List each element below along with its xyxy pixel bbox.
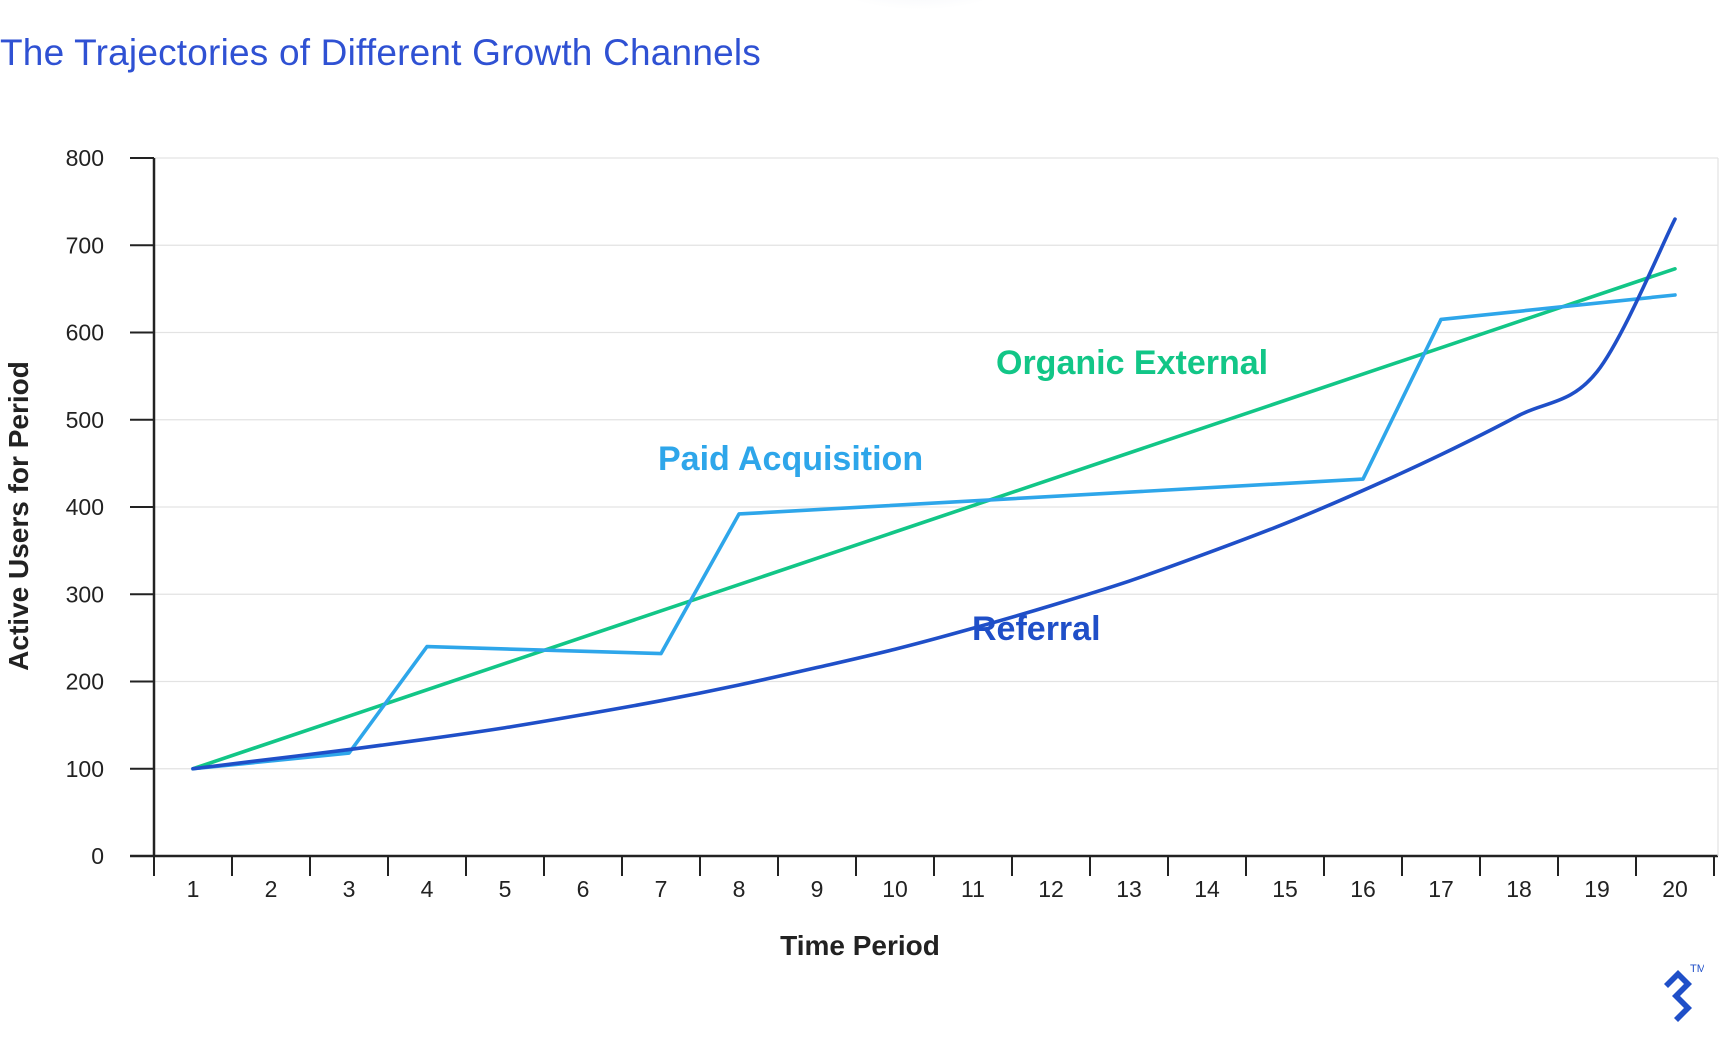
y-tick-label-500: 500 bbox=[66, 407, 104, 433]
brand-logo-icon: TM bbox=[1664, 963, 1704, 1022]
x-tick-label-19: 19 bbox=[1584, 876, 1610, 902]
x-axis-title: Time Period bbox=[780, 930, 940, 961]
x-tick-label-1: 1 bbox=[187, 876, 200, 902]
x-tick-label-3: 3 bbox=[343, 876, 356, 902]
y-tick-label-400: 400 bbox=[66, 494, 104, 520]
series-line-organic-external bbox=[191, 267, 1677, 771]
x-tick-label-12: 12 bbox=[1038, 876, 1064, 902]
x-tick-label-20: 20 bbox=[1662, 876, 1688, 902]
series-lines bbox=[191, 217, 1677, 771]
x-tick-label-16: 16 bbox=[1350, 876, 1376, 902]
x-tick-label-18: 18 bbox=[1506, 876, 1532, 902]
y-tick-label-100: 100 bbox=[66, 756, 104, 782]
y-tick-label-200: 200 bbox=[66, 669, 104, 695]
x-tick-label-15: 15 bbox=[1272, 876, 1298, 902]
x-tick-label-4: 4 bbox=[421, 876, 434, 902]
x-tick-label-10: 10 bbox=[882, 876, 908, 902]
top-glow bbox=[820, 0, 1020, 10]
x-tick-label-9: 9 bbox=[811, 876, 824, 902]
x-tick-label-13: 13 bbox=[1116, 876, 1142, 902]
x-tick-label-8: 8 bbox=[733, 876, 746, 902]
svg-text:TM: TM bbox=[1690, 963, 1704, 975]
y-tick-label-700: 700 bbox=[66, 232, 104, 258]
x-axis-ticks: 1 2 3 4 5 6 7 8 9 10 11 12 13 14 15 16 17 18 19 20 bbox=[153, 856, 1715, 902]
series-labels: Organic External Paid Acquisition Referral bbox=[658, 344, 1268, 648]
y-tick-label-0: 0 bbox=[91, 843, 104, 869]
x-tick-label-7: 7 bbox=[655, 876, 668, 902]
y-tick-label-300: 300 bbox=[66, 581, 104, 607]
grid-lines bbox=[154, 157, 1718, 770]
x-tick-label-11: 11 bbox=[961, 876, 985, 902]
x-tick-label-14: 14 bbox=[1194, 876, 1220, 902]
chart-title: The Trajectories of Different Growth Cha… bbox=[0, 32, 761, 73]
series-line-referral bbox=[191, 217, 1677, 771]
x-tick-label-6: 6 bbox=[577, 876, 590, 902]
series-line-paid-acquisition bbox=[191, 293, 1677, 771]
series-label-paid-acquisition: Paid Acquisition bbox=[658, 440, 923, 478]
x-tick-label-2: 2 bbox=[265, 876, 278, 902]
y-tick-label-600: 600 bbox=[66, 320, 104, 346]
y-tick-label-800: 800 bbox=[66, 145, 104, 171]
x-tick-label-17: 17 bbox=[1428, 876, 1454, 902]
series-label-organic-external: Organic External bbox=[996, 344, 1268, 382]
y-axis-ticks: 0 100 200 300 400 500 600 700 800 bbox=[66, 145, 154, 869]
series-label-referral: Referral bbox=[972, 610, 1101, 648]
x-tick-label-5: 5 bbox=[499, 876, 512, 902]
y-axis-title: Active Users for Period bbox=[3, 361, 34, 671]
